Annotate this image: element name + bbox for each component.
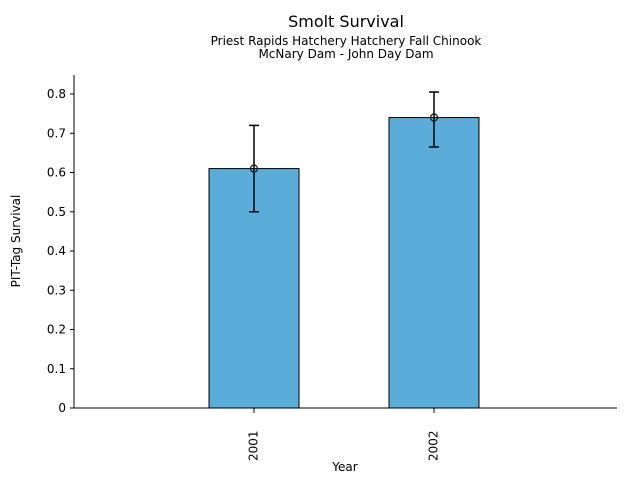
- bar: [388, 117, 480, 409]
- chart-subtitle-line2: McNary Dam - John Day Dam: [258, 47, 433, 61]
- x-tick-label: 2001: [247, 430, 261, 461]
- y-axis-label: PIT-Tag Survival: [9, 195, 23, 288]
- x-tick-label: 2002: [427, 430, 441, 461]
- chart-subtitle-line1: Priest Rapids Hatchery Hatchery Fall Chi…: [211, 34, 482, 48]
- y-tick-label: 0.4: [47, 244, 66, 258]
- mean-marker-circle: [429, 113, 439, 122]
- y-tick-label: 0: [58, 401, 66, 415]
- y-tick-label: 0.6: [47, 166, 66, 180]
- y-tick-label: 0.2: [47, 323, 66, 337]
- bars-layer: [208, 117, 480, 409]
- y-tick-label: 0.1: [47, 362, 66, 376]
- y-tick-label: 0.7: [47, 126, 66, 140]
- y-tick-label: 0.3: [47, 283, 66, 297]
- y-tick-label: 0.8: [47, 87, 66, 101]
- y-tick-label: 0.5: [47, 205, 66, 219]
- ticks-layer: 0 0.1 0.2 0.3 0.4 0.5 0.6 0.7 0.8 2001 2002: [47, 87, 441, 461]
- axes-layer: [73, 75, 617, 409]
- mean-marker-circle: [249, 164, 259, 173]
- x-axis-label: Year: [331, 460, 357, 474]
- error-bars-layer: [249, 91, 439, 213]
- chart-title: Smolt Survival: [288, 12, 404, 31]
